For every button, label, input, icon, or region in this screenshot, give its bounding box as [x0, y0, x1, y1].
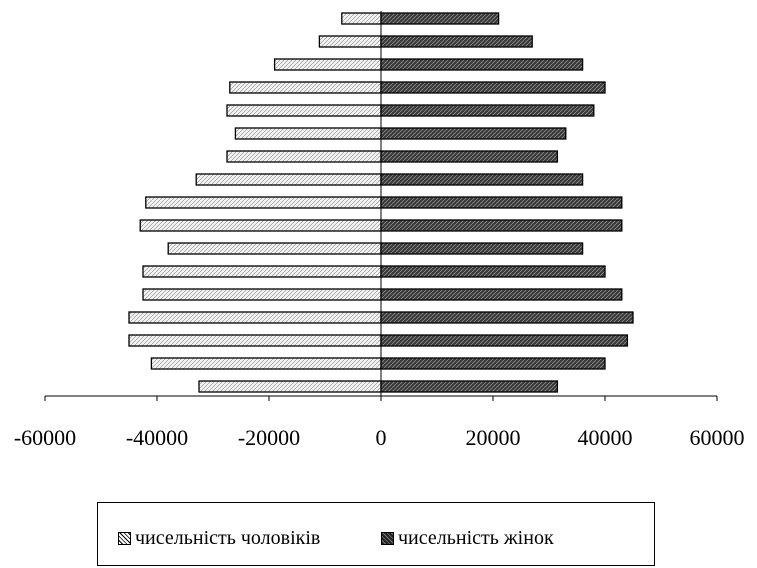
bar-men [229, 81, 382, 94]
x-tick-label: 0 [376, 425, 387, 450]
x-axis: -60000 -40000 -20000 0 20000 40000 60000 [14, 11, 745, 450]
bar-women [380, 173, 584, 186]
bar-women [380, 81, 606, 94]
bar-women [380, 380, 559, 393]
bar-women [380, 12, 500, 25]
bar-men [167, 242, 382, 255]
x-tick-label: 60000 [690, 425, 745, 450]
bar-men [145, 196, 382, 209]
bars-layer [128, 12, 634, 393]
bar-men [128, 334, 382, 347]
bar-men [139, 219, 382, 232]
x-tick-label: -60000 [14, 425, 76, 450]
legend-item-women: чисельність жінок [381, 527, 554, 549]
bar-men [142, 288, 382, 301]
bar-women [380, 35, 533, 48]
bar-women [380, 242, 584, 255]
bar-men [142, 265, 382, 278]
legend: чисельність чоловіків чисельність жінок [97, 502, 655, 566]
bar-women [380, 219, 623, 232]
x-tick-label: -40000 [126, 425, 188, 450]
bar-women [380, 104, 595, 117]
bar-men [198, 380, 382, 393]
bar-men [195, 173, 382, 186]
bar-men [150, 357, 382, 370]
chart-canvas: -60000 -40000 -20000 0 20000 40000 60000 [14, 11, 745, 450]
bar-men [318, 35, 382, 48]
legend-swatch-women [381, 531, 394, 545]
bar-men [234, 127, 382, 140]
bar-women [380, 357, 606, 370]
legend-label-men: чисельність чоловіків [135, 527, 321, 549]
bar-women [380, 150, 559, 163]
bar-women [380, 58, 584, 71]
x-tick-label: 20000 [466, 425, 521, 450]
bar-women [380, 127, 567, 140]
x-tick-label: 40000 [578, 425, 633, 450]
bar-men [226, 150, 382, 163]
bar-men [128, 311, 382, 324]
bar-men [341, 12, 382, 25]
legend-label-women: чисельність жінок [398, 527, 554, 549]
x-tick-label: -20000 [238, 425, 300, 450]
bar-men [273, 58, 382, 71]
bar-men [226, 104, 382, 117]
bar-women [380, 196, 623, 209]
bar-women [380, 311, 634, 324]
bar-women [380, 288, 623, 301]
legend-swatch-men [118, 531, 131, 545]
bar-women [380, 334, 629, 347]
legend-item-men: чисельність чоловіків [118, 527, 320, 549]
bar-women [380, 265, 606, 278]
